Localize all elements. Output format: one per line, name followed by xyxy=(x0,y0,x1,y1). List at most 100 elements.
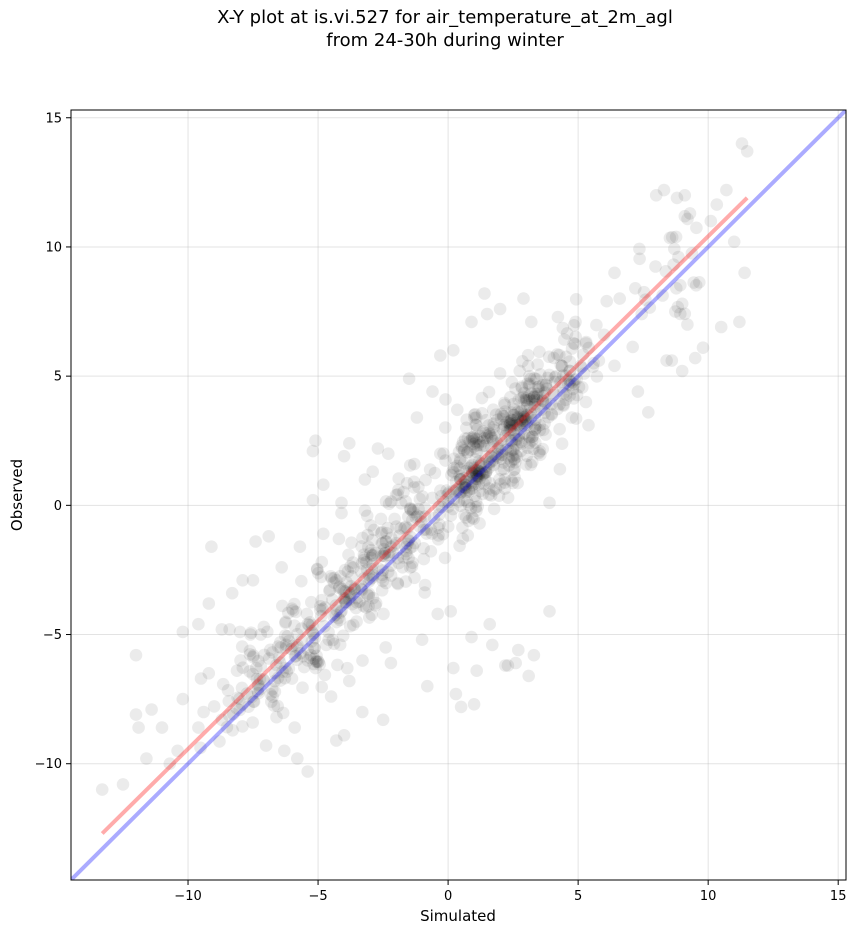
data-point xyxy=(349,601,363,615)
data-point xyxy=(330,604,344,617)
data-point xyxy=(497,409,510,423)
data-point xyxy=(308,631,322,645)
data-point xyxy=(540,382,554,396)
fit-lines xyxy=(71,110,846,880)
data-point xyxy=(507,443,521,457)
data-point xyxy=(456,480,470,494)
data-point xyxy=(290,641,304,654)
data-point xyxy=(376,713,390,727)
data-point xyxy=(529,436,542,450)
data-point xyxy=(483,457,497,470)
data-point xyxy=(375,549,388,563)
data-point xyxy=(569,412,583,425)
data-point xyxy=(528,419,542,433)
data-point xyxy=(464,443,477,457)
data-point xyxy=(343,588,357,601)
data-point xyxy=(155,721,169,734)
data-point xyxy=(392,483,405,497)
data-point xyxy=(487,423,500,437)
data-point xyxy=(515,437,529,450)
data-point xyxy=(393,529,406,542)
data-point xyxy=(569,293,583,306)
data-point xyxy=(304,648,318,662)
data-point xyxy=(344,580,358,593)
data-point xyxy=(503,417,517,431)
data-point xyxy=(515,380,528,394)
data-point xyxy=(556,369,570,382)
data-point xyxy=(357,553,371,567)
data-point xyxy=(314,603,327,617)
data-point xyxy=(704,214,718,228)
data-point xyxy=(613,292,626,305)
data-point xyxy=(480,465,493,478)
data-point xyxy=(576,381,589,394)
data-point xyxy=(498,398,512,412)
data-point xyxy=(481,431,494,445)
data-point xyxy=(270,658,283,672)
data-point xyxy=(502,416,516,430)
data-point xyxy=(545,397,558,411)
data-point xyxy=(675,297,689,311)
data-point xyxy=(447,461,461,475)
data-point xyxy=(491,451,505,464)
data-point xyxy=(434,447,447,461)
data-point xyxy=(506,443,520,457)
data-point xyxy=(710,198,724,211)
data-point xyxy=(498,421,511,435)
data-point xyxy=(477,477,491,491)
data-point xyxy=(467,465,481,478)
data-point xyxy=(505,376,519,389)
data-point xyxy=(563,389,576,402)
data-point xyxy=(431,607,445,621)
data-point xyxy=(553,462,567,476)
data-point xyxy=(656,289,669,302)
data-point xyxy=(514,435,528,449)
data-point xyxy=(467,434,480,448)
data-point xyxy=(362,575,376,588)
data-point xyxy=(240,687,254,700)
data-point xyxy=(542,410,555,424)
x-tick-label: 0 xyxy=(444,889,452,904)
data-point xyxy=(468,407,482,421)
data-point xyxy=(487,417,501,431)
data-point xyxy=(459,511,473,524)
data-point xyxy=(520,391,533,405)
data-point xyxy=(498,396,511,410)
data-point xyxy=(254,628,268,641)
data-point xyxy=(343,674,356,688)
data-point xyxy=(479,466,492,480)
data-point xyxy=(257,672,270,686)
data-point xyxy=(236,661,250,674)
data-point xyxy=(132,721,145,734)
data-point xyxy=(470,504,483,517)
data-point xyxy=(517,404,531,418)
data-point xyxy=(418,578,432,592)
data-point xyxy=(371,442,385,455)
data-point xyxy=(426,385,439,398)
data-point xyxy=(396,561,409,574)
data-point xyxy=(482,461,496,474)
data-point xyxy=(498,476,512,489)
data-point xyxy=(268,674,282,688)
data-point xyxy=(331,658,344,672)
data-point xyxy=(470,468,483,482)
data-point xyxy=(445,468,458,482)
data-point xyxy=(366,558,379,571)
data-point xyxy=(452,483,466,496)
data-point xyxy=(306,444,320,458)
data-point xyxy=(479,413,493,427)
data-point xyxy=(674,279,687,292)
data-point xyxy=(348,581,361,595)
data-point xyxy=(663,231,677,245)
data-point xyxy=(335,496,348,510)
data-point xyxy=(360,509,374,523)
data-point xyxy=(494,477,507,491)
data-point xyxy=(343,593,356,606)
data-point xyxy=(233,625,247,639)
data-point xyxy=(637,285,651,299)
data-point xyxy=(493,302,507,316)
data-point xyxy=(659,265,673,278)
data-point xyxy=(482,488,496,501)
data-point xyxy=(291,752,304,765)
data-point xyxy=(339,595,353,609)
